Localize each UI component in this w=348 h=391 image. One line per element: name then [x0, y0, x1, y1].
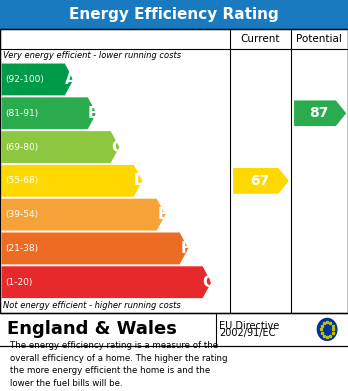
Text: The energy efficiency rating is a measure of the
overall efficiency of a home. T: The energy efficiency rating is a measur… [10, 341, 228, 388]
Text: Energy Efficiency Rating: Energy Efficiency Rating [69, 7, 279, 22]
Text: D: D [134, 173, 146, 188]
Polygon shape [2, 131, 119, 163]
Text: Not energy efficient - higher running costs: Not energy efficient - higher running co… [3, 301, 181, 310]
Polygon shape [2, 165, 142, 197]
Text: (21-38): (21-38) [5, 244, 38, 253]
Text: F: F [181, 241, 191, 256]
Text: (81-91): (81-91) [5, 109, 39, 118]
Text: A: A [65, 72, 77, 87]
Polygon shape [294, 100, 346, 126]
Polygon shape [2, 63, 73, 95]
Polygon shape [2, 266, 211, 298]
Polygon shape [2, 97, 96, 129]
Text: EU Directive: EU Directive [219, 321, 279, 330]
Text: England & Wales: England & Wales [7, 320, 177, 339]
Text: (92-100): (92-100) [5, 75, 44, 84]
Text: (69-80): (69-80) [5, 143, 39, 152]
Text: E: E [158, 207, 168, 222]
Text: 87: 87 [309, 106, 328, 120]
Text: Current: Current [240, 34, 280, 44]
Text: C: C [111, 140, 122, 154]
Text: G: G [203, 275, 215, 290]
Circle shape [317, 318, 337, 340]
Text: Potential: Potential [296, 34, 342, 44]
Bar [0, 29, 348, 313]
Text: 67: 67 [250, 174, 269, 188]
Text: (39-54): (39-54) [5, 210, 38, 219]
Text: Very energy efficient - lower running costs: Very energy efficient - lower running co… [3, 51, 182, 60]
Polygon shape [2, 233, 188, 264]
Text: (1-20): (1-20) [5, 278, 33, 287]
Text: 2002/91/EC: 2002/91/EC [219, 328, 276, 338]
Polygon shape [2, 199, 165, 231]
FancyBboxPatch shape [0, 0, 348, 29]
Polygon shape [233, 168, 289, 194]
Text: B: B [88, 106, 100, 121]
Text: (55-68): (55-68) [5, 176, 39, 185]
